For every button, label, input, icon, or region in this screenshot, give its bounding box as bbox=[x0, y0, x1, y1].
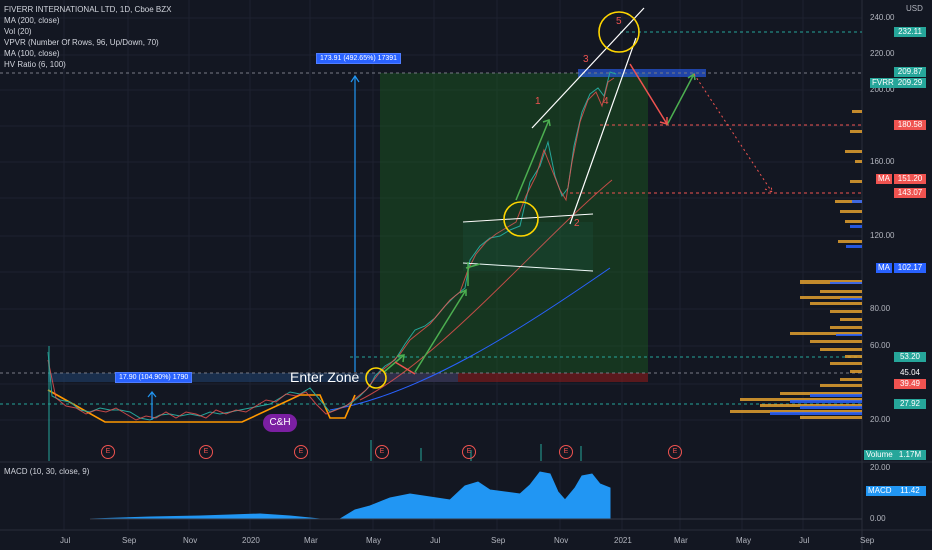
price-tag-232: 232.11 bbox=[894, 27, 926, 37]
price-tick: 60.00 bbox=[870, 341, 891, 350]
legend-line-4[interactable]: MA (100, close) bbox=[4, 49, 60, 58]
cup-handle-outline bbox=[47, 389, 356, 423]
measure-note-small[interactable]: 17.90 (104.90%) 1790 bbox=[115, 372, 193, 383]
time-tick: Jul bbox=[430, 536, 441, 545]
time-tick: Sep bbox=[491, 536, 506, 545]
earnings-marker[interactable]: E bbox=[101, 445, 115, 459]
earnings-marker[interactable]: E bbox=[294, 445, 308, 459]
price-candles bbox=[47, 71, 617, 421]
macd-label: MACD bbox=[866, 486, 894, 496]
time-tick: Sep bbox=[122, 536, 137, 545]
time-tick: 2020 bbox=[242, 536, 260, 545]
price-tag-180: 180.58 bbox=[894, 120, 926, 130]
price-tag-151: 151.20 bbox=[894, 174, 926, 184]
macd-legend[interactable]: MACD (10, 30, close, 9) bbox=[4, 467, 90, 476]
projected-path bbox=[693, 73, 773, 193]
price-tag-last: 209.29 bbox=[894, 78, 926, 88]
volume-label: Volume bbox=[864, 450, 895, 460]
macd-value: 11.42 bbox=[894, 486, 926, 496]
earnings-marker[interactable]: E bbox=[668, 445, 682, 459]
wave-label-1: 1 bbox=[535, 96, 541, 107]
price-tag-53: 53.20 bbox=[894, 352, 926, 362]
highlight-circles bbox=[365, 11, 640, 389]
price-tag-143: 143.07 bbox=[894, 188, 926, 198]
time-tick: Jul bbox=[799, 536, 810, 545]
wedge-bottom bbox=[569, 37, 637, 225]
price-tag-27: 27.92 bbox=[894, 399, 926, 409]
symbol-title[interactable]: FIVERR INTERNATIONAL LTD, 1D, Cboe BZX bbox=[4, 5, 172, 14]
legend-line-3[interactable]: VPVR (Number Of Rows, 96, Up/Down, 70) bbox=[4, 38, 159, 47]
price-tick: 80.00 bbox=[870, 304, 891, 313]
wave-label-4: 4 bbox=[603, 96, 609, 107]
earnings-marker[interactable]: E bbox=[199, 445, 213, 459]
time-tick: Mar bbox=[304, 536, 318, 545]
measure-note-large[interactable]: 173.91 (492.65%) 17391 bbox=[316, 53, 402, 64]
stop-zone bbox=[380, 373, 648, 382]
price-tick: 120.00 bbox=[870, 231, 895, 240]
legend-line-1[interactable]: MA (200, close) bbox=[4, 16, 60, 25]
channel-bottom bbox=[462, 262, 594, 272]
up-arrows bbox=[383, 72, 696, 373]
price-tick: 20.00 bbox=[870, 415, 891, 424]
vpvr-bars-blue bbox=[770, 200, 862, 415]
ma-label-red: MA bbox=[876, 174, 892, 184]
time-tick: Jul bbox=[60, 536, 71, 545]
legend-line-2[interactable]: Vol (20) bbox=[4, 27, 32, 36]
wave-label-2: 2 bbox=[574, 218, 580, 229]
price-tick: 220.00 bbox=[870, 49, 895, 58]
ma-label-blue: MA bbox=[876, 263, 892, 273]
channel-top bbox=[462, 213, 594, 223]
time-tick: Mar bbox=[674, 536, 688, 545]
cup-handle-badge[interactable]: C&H bbox=[263, 414, 297, 432]
time-tick: Nov bbox=[554, 536, 569, 545]
earnings-marker[interactable]: E bbox=[375, 445, 389, 459]
earnings-marker[interactable]: E bbox=[462, 445, 476, 459]
macd-tick: 0.00 bbox=[870, 514, 886, 523]
earnings-marker[interactable]: E bbox=[559, 445, 573, 459]
ma-200-line bbox=[329, 267, 611, 411]
macd-tick: 20.00 bbox=[870, 463, 891, 472]
price-tag-209-87: 209.87 bbox=[894, 67, 926, 77]
wedge-top bbox=[531, 7, 645, 129]
ma-100-line bbox=[359, 179, 613, 401]
time-tick: Nov bbox=[183, 536, 198, 545]
fvrr-label: FVRR bbox=[870, 78, 896, 88]
wave-label-3: 3 bbox=[583, 54, 589, 65]
price-tag-39: 39.49 bbox=[894, 379, 926, 389]
legend-line-5[interactable]: HV Ratio (6, 100) bbox=[4, 60, 66, 69]
down-arrows bbox=[394, 63, 668, 375]
indicator-legend: FIVERR INTERNATIONAL LTD, 1D, Cboe BZX M… bbox=[4, 4, 171, 70]
price-tick: 200.00 bbox=[870, 85, 895, 94]
price-tag-102: 102.17 bbox=[894, 263, 926, 273]
time-tick: May bbox=[366, 536, 382, 545]
currency-label: USD bbox=[906, 4, 923, 13]
price-tick: 160.00 bbox=[870, 157, 895, 166]
enter-zone-label[interactable]: Enter Zone bbox=[290, 369, 360, 385]
measure-arrows bbox=[147, 74, 360, 420]
time-tick: Sep bbox=[860, 536, 875, 545]
base-range-zone bbox=[48, 373, 458, 382]
time-tick: May bbox=[736, 536, 752, 545]
price-tick: 240.00 bbox=[870, 13, 895, 22]
volume-value: 1.17M bbox=[894, 450, 926, 460]
wave-label-5: 5 bbox=[616, 16, 622, 27]
macd-area bbox=[89, 471, 611, 520]
vpvr-bars bbox=[730, 110, 862, 419]
price-tag-45: 45.04 bbox=[894, 368, 926, 378]
time-tick: 2021 bbox=[614, 536, 632, 545]
